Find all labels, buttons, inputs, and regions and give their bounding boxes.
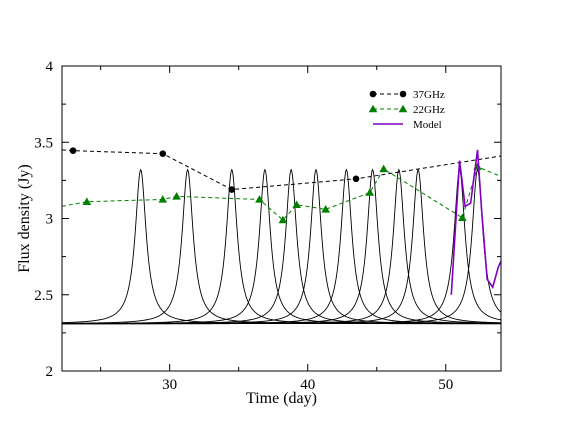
flare-component <box>62 168 501 325</box>
x-tick-label: 50 <box>438 377 453 393</box>
legend-marker <box>399 90 407 98</box>
y-tick-label: 3 <box>46 212 54 228</box>
data-point <box>321 205 330 213</box>
flare-component <box>62 168 501 325</box>
legend-marker <box>398 104 408 113</box>
data-point <box>365 188 375 196</box>
flare-component <box>62 168 501 325</box>
data-point <box>278 215 288 224</box>
y-tick-label: 3.5 <box>34 135 53 151</box>
data-point <box>172 192 181 200</box>
flare-component <box>62 168 501 325</box>
legend-label: Model <box>413 119 442 131</box>
x-tick-label: 40 <box>300 377 315 393</box>
y-axis-title: Flux density (Jy) <box>16 164 33 272</box>
series-line <box>62 165 501 221</box>
series-22ghz <box>62 162 501 224</box>
data-point <box>158 195 168 203</box>
data-point <box>292 200 301 208</box>
data-point <box>69 147 77 154</box>
y-tick-label: 4 <box>46 59 54 75</box>
y-tick-label: 2.5 <box>34 288 53 304</box>
data-point <box>159 150 167 157</box>
series-line <box>62 149 501 191</box>
data-point <box>228 186 236 193</box>
legend-label: 22GHz <box>413 104 445 116</box>
y-tick-label: 2 <box>46 364 54 380</box>
x-tick-label: 30 <box>162 377 177 393</box>
flare-component <box>62 168 501 325</box>
flare-component <box>62 168 501 325</box>
data-point <box>255 195 264 203</box>
flare-component <box>62 168 501 325</box>
flare-component <box>62 168 501 325</box>
plot-area <box>62 147 501 325</box>
flare-component <box>62 168 501 325</box>
data-point <box>82 197 92 205</box>
data-point <box>352 175 360 183</box>
series-line <box>450 149 501 295</box>
data-point <box>458 213 467 221</box>
flare-component <box>62 168 501 325</box>
data-point <box>379 164 388 173</box>
legend-marker <box>368 104 378 113</box>
series-model <box>450 149 501 295</box>
legend: 37GHz 22GHz Model <box>368 89 445 131</box>
legend-marker <box>369 90 377 98</box>
axes: 30 40 50 2 2.5 3 3.5 4 Time (day) Flux density (J… <box>16 59 502 407</box>
flare-component <box>62 168 501 325</box>
legend-label: 37GHz <box>413 89 445 101</box>
series-37ghz <box>62 147 501 193</box>
flare-component <box>62 168 501 325</box>
x-axis-title: Time (day) <box>246 390 317 407</box>
